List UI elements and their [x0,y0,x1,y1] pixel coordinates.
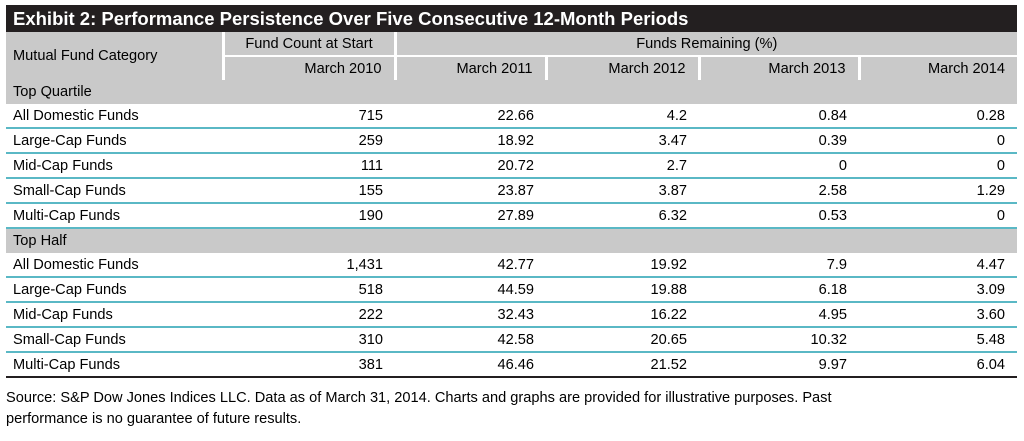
row-value: 3.47 [546,128,699,154]
row-value: 0.84 [699,104,859,129]
row-value: 4.95 [699,302,859,328]
row-value: 19.88 [546,277,699,303]
row-value: 7.9 [699,253,859,278]
row-value: 6.32 [546,203,699,229]
row-category: Small-Cap Funds [6,327,223,353]
table-body: Top Quartile All Domestic Funds 715 22.66 4.… [6,80,1018,376]
section-header: Top Quartile [6,80,1018,104]
row-category: Multi-Cap Funds [13,356,121,373]
header-col-march-2010: March 2010 [221,56,395,80]
table-row: Large-Cap Funds 259 18.92 3.47 0.39 0 [6,128,1018,154]
row-value: 42.77 [395,253,546,278]
row-category: Large-Cap Funds [6,277,223,303]
table-header: Mutual Fund Category Fund Count at Start… [6,32,1018,80]
row-value: 381 [358,356,383,373]
row-category: Mid-Cap Funds [6,302,223,328]
row-value: 155 [223,178,395,204]
row-value: 0 [859,153,1018,179]
table-row: Mid-Cap Funds 111 20.72 2.7 0 0 [6,153,1018,179]
row-value: 3.09 [859,277,1018,303]
row-value: 3.60 [859,302,1018,328]
performance-table: Mutual Fund Category Fund Count at Start… [6,32,1018,376]
row-value: 44.59 [395,277,546,303]
row-value: 16.22 [546,302,699,328]
row-value: 715 [223,104,395,129]
row-value: 518 [223,277,395,303]
row-value: 10.32 [699,327,859,353]
row-value: 1.29 [859,178,1018,204]
row-value: 0 [699,153,859,179]
header-col-march-2014: March 2014 [857,56,1018,80]
row-value: 5.48 [859,327,1018,353]
exhibit-title: Exhibit 2: Performance Persistence Over … [6,5,1017,32]
exhibit-table-container: Exhibit 2: Performance Persistence Over … [6,5,1018,378]
row-value: 27.89 [395,203,546,229]
row-value: 9.97 [818,356,847,373]
row-value: 32.43 [395,302,546,328]
header-col-march-2011: March 2011 [393,56,546,80]
row-value: 2.7 [546,153,699,179]
section-header: Top Half [6,228,1018,253]
table-row: Large-Cap Funds 518 44.59 19.88 6.18 3.09 [6,277,1018,303]
row-value: 0.39 [699,128,859,154]
row-category: Multi-Cap Funds [6,203,223,229]
row-value: 20.65 [546,327,699,353]
source-line-1: Source: S&P Dow Jones Indices LLC. Data … [6,390,832,406]
row-category: All Domestic Funds [6,104,223,129]
header-col-march-2013: March 2013 [697,56,859,80]
row-value: 1,431 [223,253,395,278]
row-category: All Domestic Funds [6,253,223,278]
row-value: 23.87 [395,178,546,204]
row-value: 2.58 [699,178,859,204]
table-row: Mid-Cap Funds 222 32.43 16.22 4.95 3.60 [6,302,1018,328]
row-value: 4.47 [859,253,1018,278]
row-value: 42.58 [395,327,546,353]
table-row: Multi-Cap Funds 381 46.46 21.52 9.97 6.04 [6,352,1017,376]
row-value: 0 [859,128,1018,154]
source-note: Source: S&P Dow Jones Indices LLC. Data … [6,388,1016,430]
row-value: 46.46 [497,356,534,373]
header-fund-count: Fund Count at Start [221,32,395,57]
table-row: Multi-Cap Funds 190 27.89 6.32 0.53 0 [6,203,1018,229]
table-row: All Domestic Funds 1,431 42.77 19.92 7.9 4.47 [6,253,1018,278]
row-category: Small-Cap Funds [6,178,223,204]
row-value: 3.87 [546,178,699,204]
row-value: 21.52 [650,356,687,373]
header-category: Mutual Fund Category [6,32,223,80]
row-value: 190 [223,203,395,229]
table-row: All Domestic Funds 715 22.66 4.2 0.84 0.28 [6,104,1018,129]
header-funds-remaining: Funds Remaining (%) [393,32,1018,57]
row-value: 0 [859,203,1018,229]
header-col-march-2012: March 2012 [544,56,699,80]
row-value: 0.53 [699,203,859,229]
row-value: 0.28 [859,104,1018,129]
row-value: 20.72 [395,153,546,179]
section-label: Top Quartile [6,80,1018,104]
row-value: 111 [223,153,395,179]
row-value: 22.66 [395,104,546,129]
source-line-2: performance is no guarantee of future re… [6,411,302,427]
row-value: 4.2 [546,104,699,129]
row-category: Mid-Cap Funds [6,153,223,179]
section-label: Top Half [6,228,1018,253]
bottom-rule [6,376,1017,378]
row-value: 6.18 [699,277,859,303]
row-value: 259 [223,128,395,154]
row-value: 19.92 [546,253,699,278]
row-value: 18.92 [395,128,546,154]
row-value: 6.04 [976,356,1006,373]
row-value: 310 [223,327,395,353]
row-value: 222 [223,302,395,328]
table-row: Small-Cap Funds 310 42.58 20.65 10.32 5.48 [6,327,1018,353]
table-row: Small-Cap Funds 155 23.87 3.87 2.58 1.29 [6,178,1018,204]
row-category: Large-Cap Funds [6,128,223,154]
